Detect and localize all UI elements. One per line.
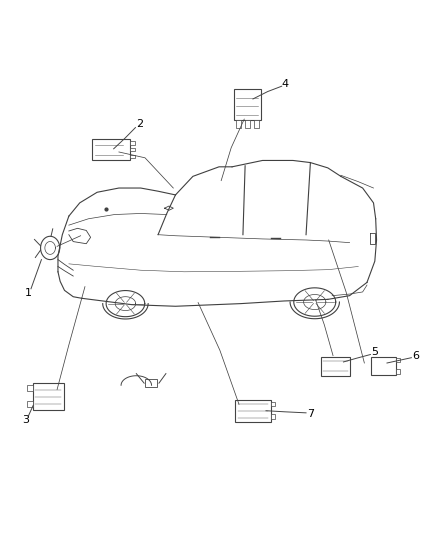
Bar xyxy=(145,379,157,387)
Text: 1: 1 xyxy=(25,288,32,298)
Bar xyxy=(92,139,130,160)
Bar xyxy=(271,415,275,419)
Text: 3: 3 xyxy=(22,415,29,425)
Bar xyxy=(371,357,396,375)
Text: 2: 2 xyxy=(136,119,143,130)
Bar xyxy=(236,120,241,127)
Bar xyxy=(271,402,275,407)
Bar xyxy=(27,401,33,407)
Bar xyxy=(130,141,134,144)
Bar xyxy=(396,369,400,374)
Bar xyxy=(235,400,271,422)
Text: 5: 5 xyxy=(371,348,378,358)
Bar xyxy=(396,358,400,362)
Bar xyxy=(321,357,350,376)
Text: 6: 6 xyxy=(412,351,419,361)
Bar xyxy=(234,90,261,120)
Bar xyxy=(245,120,250,127)
Bar xyxy=(130,155,134,158)
Text: 7: 7 xyxy=(307,409,314,419)
Bar xyxy=(33,383,64,410)
Text: 4: 4 xyxy=(282,79,289,89)
Bar xyxy=(254,120,259,127)
Bar xyxy=(27,385,33,391)
Bar xyxy=(130,148,134,151)
